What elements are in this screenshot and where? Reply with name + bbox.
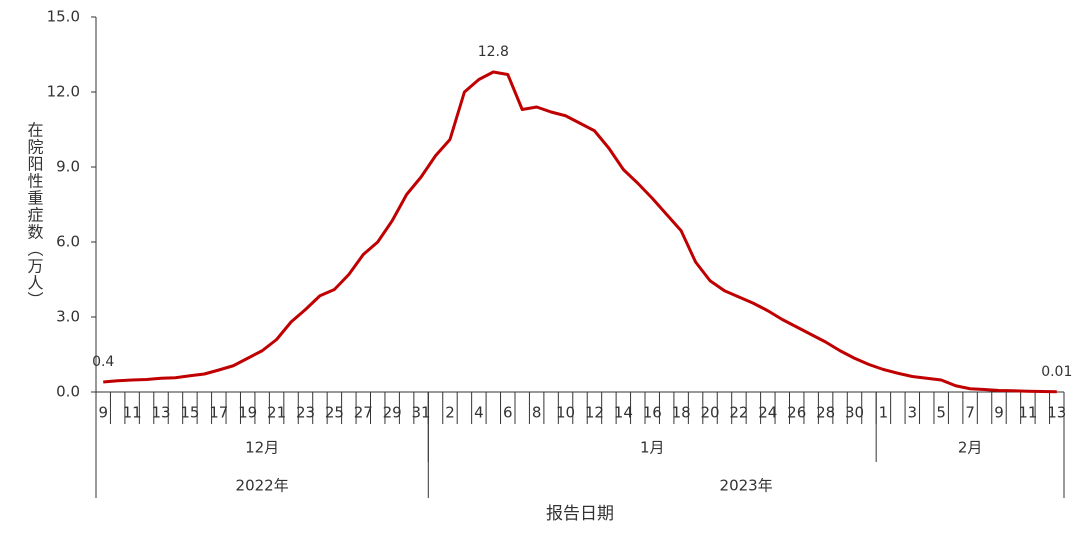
x-tick-label: 1 [879,404,889,422]
y-tick-label: 0.0 [56,383,80,401]
y-axis-title: 在院阳性重症数（万人） [25,122,44,309]
x-tick-label: 7 [965,404,975,422]
y-tick-label: 12.0 [47,83,80,101]
x-tick-label: 22 [729,404,748,422]
x-tick-label: 23 [296,404,315,422]
data-label: 12.8 [478,44,509,60]
x-tick-label: 6 [503,404,513,422]
year-label: 2023年 [720,477,773,495]
data-label: 0.01 [1041,364,1072,380]
y-tick-label: 3.0 [56,308,80,326]
x-tick-label: 19 [238,404,257,422]
x-tick-label: 9 [98,404,108,422]
x-tick-label: 12 [585,404,604,422]
x-tick-label: 9 [994,404,1004,422]
x-tick-label: 13 [151,404,170,422]
x-axis-title: 报告日期 [546,504,614,524]
x-tick-label: 11 [1018,404,1037,422]
data-label: 0.4 [92,354,114,370]
x-tick-label: 15 [180,404,199,422]
x-tick-label: 18 [672,404,691,422]
x-tick-label: 11 [123,404,142,422]
x-tick-label: 20 [700,404,719,422]
x-tick-label: 10 [556,404,575,422]
x-tick-label: 31 [412,404,431,422]
x-tick-label: 2 [445,404,455,422]
y-tick-label: 15.0 [47,8,80,26]
x-tick-label: 13 [1047,404,1066,422]
month-label: 1月 [640,439,665,457]
x-tick-label: 3 [908,404,918,422]
x-tick-label: 30 [845,404,864,422]
x-tick-label: 17 [209,404,228,422]
x-tick-label: 21 [267,404,286,422]
month-label: 12月 [245,439,279,457]
x-tick-label: 27 [354,404,373,422]
x-tick-label: 28 [816,404,835,422]
x-tick-label: 26 [787,404,806,422]
x-tick-label: 29 [383,404,402,422]
x-tick-label: 5 [936,404,946,422]
y-tick-label: 9.0 [56,158,80,176]
x-tick-label: 24 [758,404,777,422]
month-label: 2月 [958,439,983,457]
year-label: 2022年 [236,477,289,495]
line [103,70,1057,394]
y-tick-label: 6.0 [56,233,80,251]
x-tick-label: 14 [614,404,633,422]
x-tick-label: 8 [532,404,542,422]
x-tick-label: 4 [474,404,484,422]
x-tick-label: 25 [325,404,344,422]
x-tick-label: 16 [643,404,662,422]
